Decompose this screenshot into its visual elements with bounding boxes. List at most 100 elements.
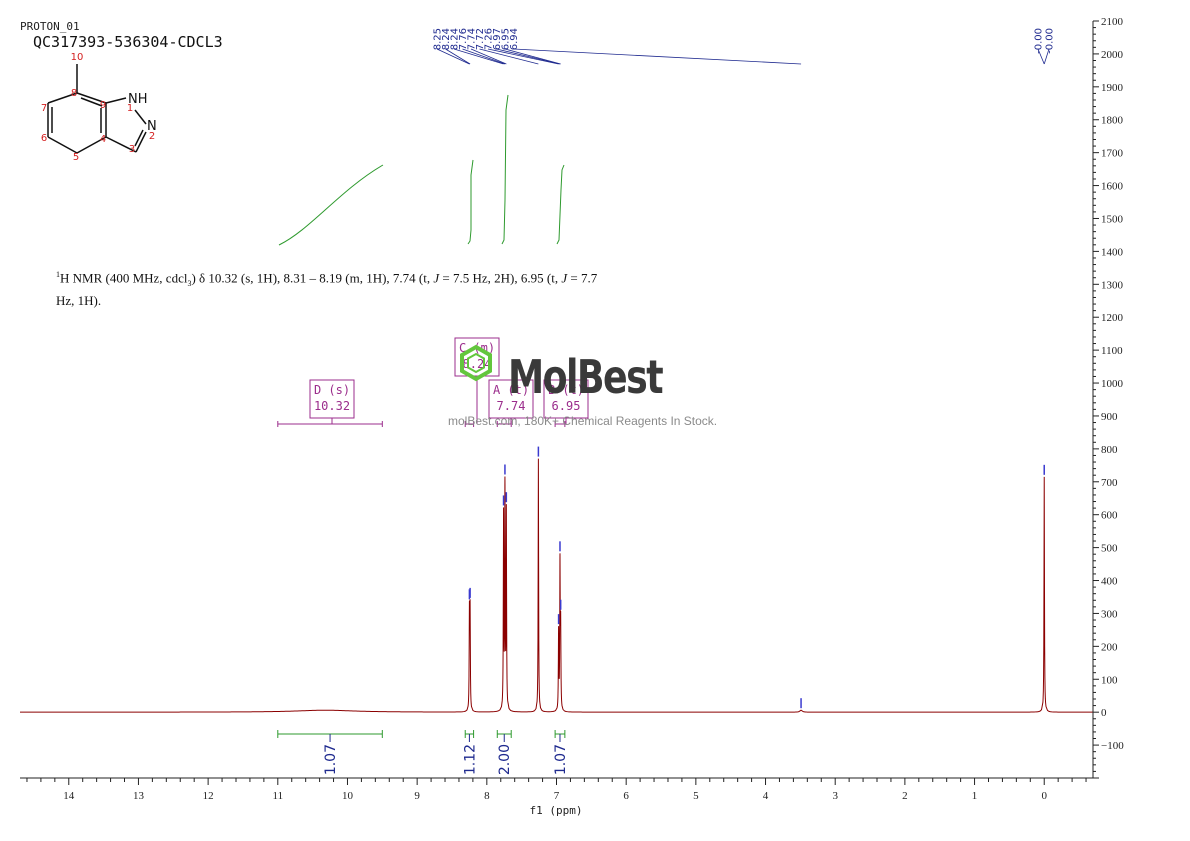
chemical-bond <box>47 92 78 104</box>
y-tick-label: 1800 <box>1101 115 1124 127</box>
nh-atom-label: NH <box>128 92 148 107</box>
peak-label-leader <box>470 48 507 65</box>
atom-number-label: 6 <box>41 133 47 144</box>
y-tick-label: 800 <box>1101 444 1118 456</box>
x-tick-label: 13 <box>133 790 145 802</box>
description-part-1: H NMR (400 MHz, cdcl <box>60 270 188 286</box>
x-tick-label: 10 <box>342 790 354 802</box>
x-axis-title: f1 (ppm) <box>530 804 583 817</box>
y-tick-label: 400 <box>1101 576 1118 588</box>
y-tick-label: 1600 <box>1101 181 1124 193</box>
peak-label: -0.00 <box>1045 28 1056 54</box>
peak-label-leader <box>1037 48 1045 65</box>
atom-number-label: 4 <box>100 134 106 145</box>
y-tick-label: 1300 <box>1101 279 1124 291</box>
multiplet-letter: D (s) <box>314 383 350 397</box>
peak-label-leader <box>436 48 470 65</box>
multiplet-letter: A (t) <box>493 383 529 397</box>
y-tick-label: 300 <box>1101 608 1118 620</box>
peak-label-leader <box>513 48 802 65</box>
y-tick-label: −100 <box>1101 740 1124 752</box>
peak-label: 7.26 <box>484 28 495 50</box>
peak-label-leader <box>496 48 561 65</box>
peak-label: 7.72 <box>475 28 486 50</box>
atom-number-label: 9 <box>100 100 106 111</box>
chemical-bond <box>134 129 144 147</box>
integral-curve <box>467 159 474 245</box>
x-tick-label: 12 <box>203 790 214 802</box>
integral-curve <box>278 164 384 246</box>
y-tick-label: 500 <box>1101 543 1118 555</box>
peak-label: 6.97 <box>492 28 503 50</box>
integral-value: 1.12 <box>462 744 478 775</box>
peak-label-group: 8.258.248.247.767.747.727.266.976.956.94… <box>433 28 1056 65</box>
peak-label-leader <box>487 48 559 65</box>
multiplet-letter: B (t) <box>548 383 584 397</box>
peak-label: 7.74 <box>467 28 478 50</box>
spectrum-trace <box>20 458 1093 713</box>
peak-label: 8.24 <box>441 28 452 50</box>
atom-number-label: 8 <box>71 88 77 99</box>
x-tick-label: 2 <box>902 790 908 802</box>
x-tick-label: 8 <box>484 790 490 802</box>
integral-value: 1.07 <box>553 744 569 775</box>
peak-label: 6.95 <box>501 28 512 50</box>
molbest-logo-inner <box>467 352 485 374</box>
x-tick-label: 3 <box>832 790 838 802</box>
peak-label-leader <box>453 48 504 65</box>
x-tick-label: 5 <box>693 790 699 802</box>
x-tick-label: 4 <box>763 790 769 802</box>
y-tick-label: 1100 <box>1101 345 1123 357</box>
multiplet-shift: 8.24 <box>463 357 492 371</box>
watermark-tagline: molBest.com, 180K+ Chemical Reagents In … <box>448 414 718 428</box>
peak-label: -0.00 <box>1034 28 1045 54</box>
peak-label-leader <box>504 48 561 65</box>
x-tick-label: 11 <box>273 790 284 802</box>
atom-number-label: 1 <box>127 103 133 114</box>
multiplet-shift: 6.95 <box>552 399 581 413</box>
integral-value: 1.07 <box>323 744 339 775</box>
peak-label: 7.76 <box>458 28 469 50</box>
nucleus-superscript: 1 <box>56 270 60 279</box>
description-part-4: = 7.7 Hz, 1H). <box>56 270 598 308</box>
n-atom-label: N <box>147 119 157 134</box>
chemical-bond <box>76 136 107 154</box>
compound-id-title: QC317393-536304-CDCL3 <box>33 33 223 51</box>
x-tick-label: 9 <box>414 790 420 802</box>
y-tick-label: 1700 <box>1101 148 1124 160</box>
peak-label: 8.24 <box>450 28 461 50</box>
nmr-description-text: 1H NMR (400 MHz, cdcl3) δ 10.32 (s, 1H),… <box>56 266 616 309</box>
chemical-bond <box>80 97 103 107</box>
chemical-bond <box>47 136 78 154</box>
integral-curve <box>556 164 565 245</box>
chemical-bond <box>76 92 107 104</box>
x-tick-label: 1 <box>972 790 978 802</box>
atom-number-label: 5 <box>73 152 79 163</box>
y-tick-label: 900 <box>1101 411 1118 423</box>
chemical-bond <box>105 97 127 104</box>
multiplet-shift: 10.32 <box>314 399 350 413</box>
y-tick-label: 1500 <box>1101 213 1124 225</box>
description-part-3: = 7.5 Hz, 2H), 6.95 (t, <box>439 270 562 286</box>
integral-curve <box>501 94 509 245</box>
peak-label: 6.94 <box>509 28 520 50</box>
multiplet-shift: 7.74 <box>497 399 526 413</box>
chemical-bond <box>135 131 147 153</box>
y-tick-label: 2100 <box>1101 16 1124 28</box>
chloroform-subscript: 3 <box>187 278 192 288</box>
molecule-structure: 10 8 9 1 7 6 5 4 3 2 NH N <box>41 52 157 163</box>
chemical-bond <box>134 109 147 125</box>
x-tick-label: 14 <box>63 790 75 802</box>
coupling-constant-j1: J <box>433 270 440 286</box>
atom-number-label: 7 <box>41 103 47 114</box>
y-tick-label: 200 <box>1101 641 1118 653</box>
y-tick-label: 1900 <box>1101 82 1124 94</box>
description-part-2: ) δ 10.32 (s, 1H), 8.31 – 8.19 (m, 1H), … <box>191 270 434 286</box>
molbest-watermark: MolBest <box>460 344 665 404</box>
x-tick-label: 7 <box>554 790 560 802</box>
y-tick-label: 100 <box>1101 674 1118 686</box>
atom-number-label: 2 <box>149 131 155 142</box>
y-tick-label: 700 <box>1101 477 1118 489</box>
y-tick-label: 2000 <box>1101 49 1124 61</box>
